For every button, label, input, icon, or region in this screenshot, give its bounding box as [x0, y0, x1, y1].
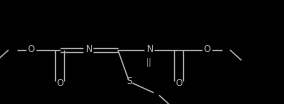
Text: O: O — [56, 79, 63, 88]
Text: O: O — [28, 45, 35, 54]
Text: N: N — [85, 45, 91, 54]
Text: O: O — [204, 45, 211, 54]
Text: S: S — [126, 77, 132, 86]
Text: O: O — [176, 79, 182, 88]
Text: N: N — [146, 45, 153, 54]
Text: ||: || — [147, 58, 152, 67]
